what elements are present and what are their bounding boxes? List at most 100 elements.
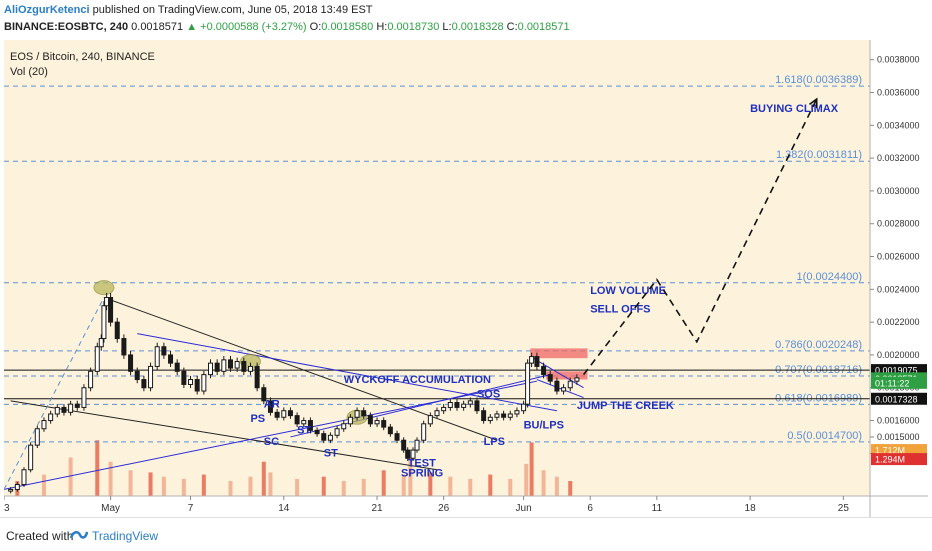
candle-body xyxy=(567,380,573,389)
y-tick-label: 0.0022000 xyxy=(877,317,920,327)
candle-body xyxy=(474,400,480,412)
author-link[interactable]: AliOzgurKetenci xyxy=(4,4,90,16)
y-tick-label: 0.0028000 xyxy=(877,219,920,229)
volume-bar xyxy=(161,476,166,496)
candle-body xyxy=(514,410,520,415)
candle-body xyxy=(14,484,20,490)
candle-body xyxy=(334,428,340,436)
candle-body xyxy=(487,416,493,422)
candle-body xyxy=(98,338,104,348)
open-value: 0.0018580 xyxy=(321,21,374,33)
candle-body xyxy=(28,444,34,471)
fib-label: 1.618(0.0036389) xyxy=(775,74,862,86)
chart-annotation: LPS xyxy=(484,436,505,448)
candle-body xyxy=(81,387,87,408)
candle-body xyxy=(21,469,27,486)
volume-bar xyxy=(468,478,473,496)
candle-body xyxy=(314,429,320,435)
candle-body xyxy=(101,305,107,340)
chart-annotation: TEST xyxy=(408,457,436,469)
candle-body xyxy=(261,387,267,402)
volume-bar xyxy=(41,474,46,496)
low-value: 0.0018328 xyxy=(451,21,504,33)
volume-bar xyxy=(428,472,433,496)
candle-body xyxy=(321,433,327,441)
candle-body xyxy=(574,377,580,382)
volume-bar xyxy=(529,442,534,496)
candle-body xyxy=(525,362,531,405)
annotations: BUYING CLIMAX LOW VOLUME SELL OFFS WYCKOFF … xyxy=(250,103,838,479)
candle-body xyxy=(401,439,407,451)
candle-body xyxy=(128,354,134,372)
price-candles xyxy=(8,292,580,494)
price-tags: 0.00190750.001857101:11:220.00173281.712… xyxy=(871,364,927,466)
volume-bar xyxy=(248,476,253,496)
candle-body xyxy=(188,379,194,385)
candle-body xyxy=(354,410,360,418)
price-chart[interactable]: 1.618(0.0036389) 1.382(0.0031811) 1(0.0024… xyxy=(0,40,928,517)
candle-body xyxy=(327,434,333,441)
legend-title: EOS / Bitcoin, 240, BINANCE xyxy=(10,51,155,63)
candle-body xyxy=(427,415,433,425)
candle-body xyxy=(174,362,180,372)
candle-body xyxy=(521,403,527,412)
y-tick-label: 0.0015000 xyxy=(877,432,920,442)
candle-body xyxy=(181,370,187,385)
price-change: ▲ +0.0000588 (+3.27%) xyxy=(186,21,307,33)
price-tag-label: 0.0017328 xyxy=(875,394,918,404)
candle-body xyxy=(367,415,373,425)
volume-bar xyxy=(181,478,186,496)
chart-area[interactable]: 1.618(0.0036389) 1.382(0.0031811) 1(0.0024… xyxy=(0,40,928,517)
y-tick-label: 0.0032000 xyxy=(877,153,920,163)
last-price: 0.0018571 xyxy=(131,21,184,33)
open-label: O: xyxy=(309,21,322,33)
candle-body xyxy=(161,346,167,356)
candle-body xyxy=(141,379,147,389)
candle-body xyxy=(274,411,280,418)
x-tick-label: May xyxy=(101,503,120,514)
candle-body xyxy=(221,359,227,372)
fib-anchor-line xyxy=(3,297,105,490)
candle-body xyxy=(61,406,67,413)
candle-body xyxy=(8,488,14,492)
price-tag xyxy=(871,444,927,457)
x-tick-label: 23 xyxy=(4,503,10,514)
candle-body xyxy=(148,365,154,389)
volume-bar xyxy=(381,470,386,496)
price-tag xyxy=(871,453,927,466)
candle-body xyxy=(374,420,380,425)
volume-bar xyxy=(401,474,406,496)
volume-bars xyxy=(15,440,573,496)
flag-line xyxy=(536,379,584,399)
accumulation-resistance-line xyxy=(137,333,557,412)
chart-annotation: SOS xyxy=(477,389,500,401)
price-tag-label: 0.0019075 xyxy=(875,366,918,376)
candle-body xyxy=(301,420,307,425)
volume-bar xyxy=(228,481,233,496)
resistance-zone xyxy=(546,371,588,380)
time-axis[interactable]: 23 May 7 14 21 26 Jun 6 11 18 25 xyxy=(0,496,850,514)
x-tick-label: 25 xyxy=(838,503,850,514)
candle-body xyxy=(48,413,54,422)
candle-body xyxy=(108,297,114,323)
fib-levels: 1.618(0.0036389) 1.382(0.0031811) 1(0.0024… xyxy=(4,74,870,443)
price-tag-label: 1.294M xyxy=(875,455,905,465)
candle-body xyxy=(134,370,140,381)
projected-path xyxy=(582,98,818,376)
tradingview-logo-icon[interactable] xyxy=(70,528,88,542)
volume-bar xyxy=(541,470,546,496)
chart-annotation: SELL OFFS xyxy=(590,303,650,315)
high-label: H: xyxy=(376,21,388,33)
x-tick-label: 26 xyxy=(438,503,450,514)
candle-body xyxy=(461,403,467,408)
chart-annotation: BUYING CLIMAX xyxy=(750,103,839,115)
chart-annotation: SC xyxy=(264,436,279,448)
y-tick-label: 0.0034000 xyxy=(877,120,920,130)
candle-body xyxy=(54,406,60,415)
candle-body xyxy=(88,370,94,389)
tradingview-brand[interactable]: TradingView xyxy=(92,529,159,543)
chart-annotation: PS xyxy=(250,413,265,425)
candle-body xyxy=(447,402,453,408)
x-tick-label: Jun xyxy=(516,503,532,514)
chart-annotation: SPRING xyxy=(401,467,443,479)
